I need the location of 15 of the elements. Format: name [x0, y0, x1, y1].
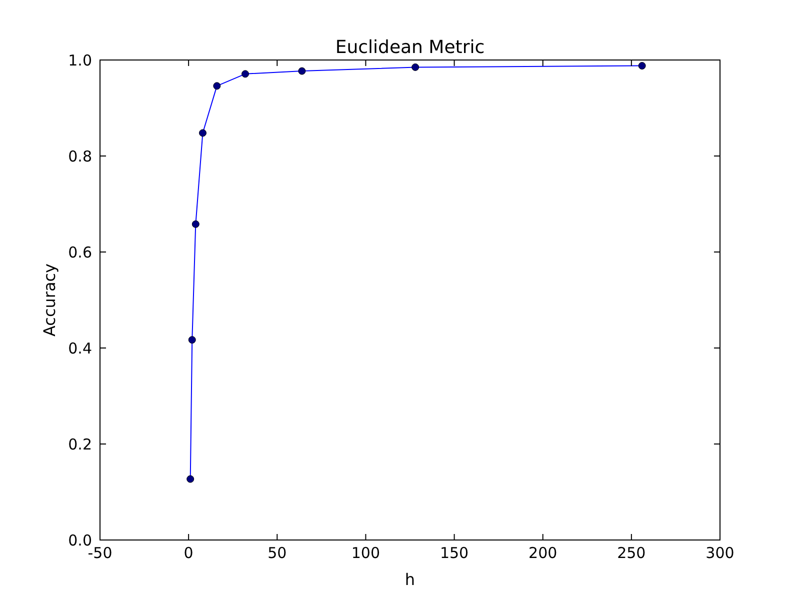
- x-tick-label: 150: [440, 544, 469, 562]
- y-tick-label: 0.6: [68, 243, 92, 262]
- y-tick-label: 0.2: [68, 435, 92, 454]
- x-tick-label: 100: [351, 544, 380, 562]
- x-tick-label: 50: [268, 544, 287, 562]
- y-tick-label: 0.8: [68, 147, 92, 166]
- y-tick-label: 1.0: [68, 51, 92, 70]
- x-tick-label: 250: [617, 544, 646, 562]
- y-tick-label: 0.4: [68, 339, 92, 358]
- x-tick-label: 300: [706, 544, 734, 562]
- x-axis-title: h: [404, 570, 416, 589]
- x-tick-label: 0: [184, 544, 194, 562]
- chart-title: Euclidean Metric: [335, 37, 485, 58]
- x-tick-label: 200: [528, 544, 558, 562]
- y-axis-title: Accuracy: [40, 263, 59, 337]
